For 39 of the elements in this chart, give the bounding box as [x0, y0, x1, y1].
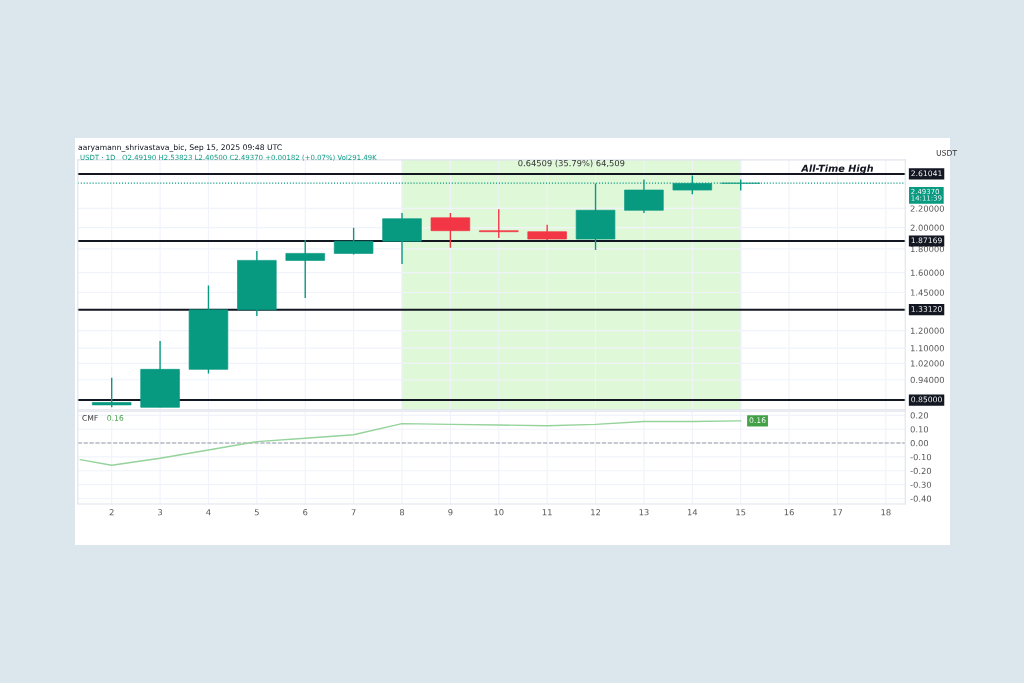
y-tick-label: 1.20000 [910, 327, 944, 334]
y-tick-label: 1.60000 [910, 269, 944, 276]
x-tick-label: 18 [881, 509, 891, 516]
annotation: All-Time High [800, 164, 874, 174]
y-tick-label: -0.30 [910, 481, 932, 488]
y-tick-label: 0.10 [910, 426, 929, 433]
y-tick-label: -0.20 [910, 467, 932, 475]
x-tick-label: 15 [736, 509, 746, 516]
x-tick-label: 12 [591, 509, 601, 516]
x-tick-label: 5 [254, 509, 259, 516]
y-tick-label: 1.02000 [910, 360, 944, 367]
y-tick-label: 0.94000 [910, 376, 944, 384]
x-tick-label: 4 [206, 509, 211, 516]
x-tick-label: 11 [542, 509, 552, 516]
y-tick-label: -0.40 [910, 495, 932, 502]
x-tick-label: 3 [158, 509, 163, 516]
x-tick-label: 7 [351, 509, 356, 516]
x-tick-label: 9 [448, 509, 453, 516]
x-tick-label: 16 [784, 509, 794, 516]
x-tick-label: 6 [303, 509, 308, 516]
band-label: 0.64509 (35.79%) 64,509 [518, 159, 625, 168]
y-tick-label: 2.00000 [910, 224, 944, 231]
x-tick-label: 2 [109, 509, 114, 516]
candlestick [91, 376, 132, 409]
x-tick-label: 13 [639, 509, 649, 516]
x-tick-label: 14 [687, 509, 698, 516]
line-series [79, 420, 742, 466]
y-tick-label: 0.20 [910, 412, 929, 419]
y-tick-label: 0.00 [910, 440, 929, 447]
y-tick-label: 1.80000 [910, 245, 944, 253]
y-tick-label: -0.10 [910, 453, 932, 461]
candlestick [285, 239, 325, 299]
x-tick-label: 17 [833, 509, 843, 516]
x-tick-label: 10 [494, 509, 504, 516]
y-tick-label: 1.45000 [910, 289, 944, 296]
y-tick-label: 1.10000 [910, 345, 944, 352]
candlestick [479, 208, 519, 239]
y-tick-label: 2.20000 [910, 205, 944, 212]
x-tick-label: 8 [399, 509, 405, 516]
